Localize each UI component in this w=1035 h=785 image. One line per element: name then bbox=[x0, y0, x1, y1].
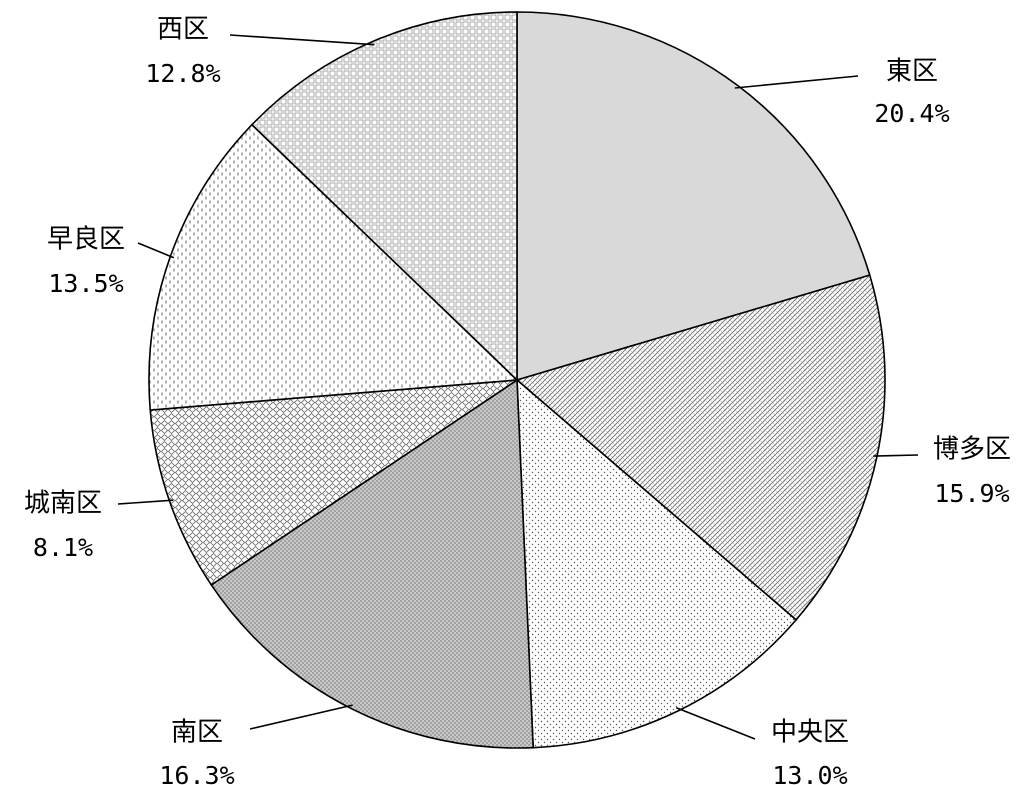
slice-value-label: 16.3% bbox=[159, 761, 234, 785]
slice-value-label: 15.9% bbox=[934, 479, 1009, 508]
leader-line-4 bbox=[249, 704, 353, 730]
pie-slice-2 bbox=[515, 274, 886, 621]
slice-name-label: 東区 bbox=[886, 57, 938, 87]
leader-line-1 bbox=[734, 75, 859, 89]
slice-value-label: 13.0% bbox=[772, 761, 847, 785]
pie-slice-3 bbox=[516, 378, 798, 749]
slice-name-label: 中央区 bbox=[771, 718, 849, 748]
leader-line-3 bbox=[676, 706, 756, 740]
pie-slice-4 bbox=[210, 378, 535, 749]
slice-value-label: 8.1% bbox=[33, 533, 93, 562]
pie-slice-5 bbox=[149, 378, 521, 587]
slice-name-label: 城南区 bbox=[24, 489, 102, 519]
leader-line-5 bbox=[117, 499, 174, 505]
pie-slice-1 bbox=[516, 11, 871, 382]
slice-name-label: 南区 bbox=[171, 718, 223, 748]
slice-name-label: 早良区 bbox=[47, 225, 125, 255]
slice-name-label: 博多区 bbox=[933, 435, 1011, 465]
leader-line-2 bbox=[873, 454, 919, 457]
slice-value-label: 13.5% bbox=[48, 269, 123, 298]
slice-value-label: 12.8% bbox=[145, 59, 220, 88]
slice-name-label: 西区 bbox=[157, 15, 209, 45]
slice-value-label: 20.4% bbox=[874, 99, 949, 128]
slice-labels: 東区 20.4% 博多区 15.9% 中央区 13.0% 南区 16.3% 城南区 8.1% 早良区… bbox=[24, 15, 1011, 785]
leader-lines bbox=[117, 34, 919, 740]
leader-line-7 bbox=[229, 34, 375, 46]
pie-slices bbox=[148, 11, 886, 749]
pie-slice-7 bbox=[250, 11, 518, 382]
leader-line-6 bbox=[137, 242, 175, 259]
